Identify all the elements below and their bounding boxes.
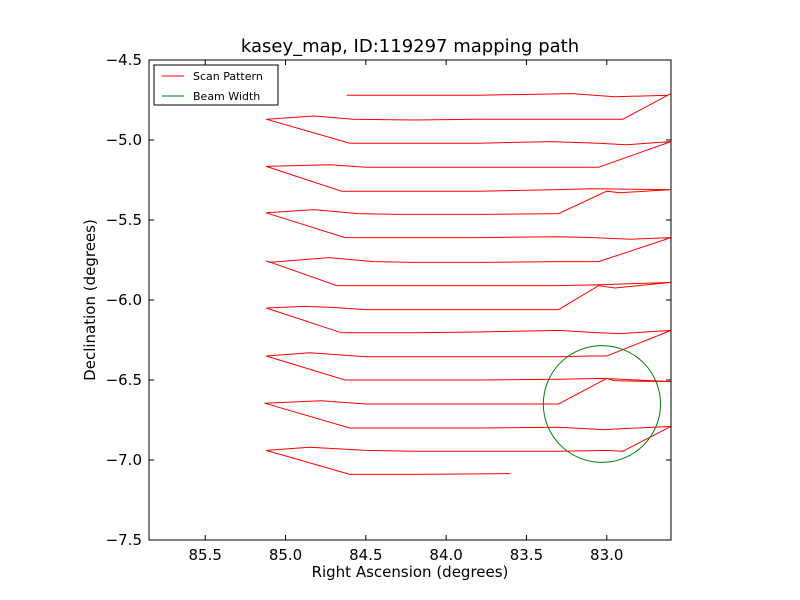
x-tick-label: 83.0 [590,546,623,564]
legend: Scan Pattern Beam Width [153,64,279,106]
x-tick-label: 84.0 [429,546,462,564]
y-tick-label: −5.5 [106,211,142,229]
beam-width-circle [542,345,662,463]
x-axis: 85.5 85.0 84.5 84.0 83.5 83.0 [189,60,623,564]
y-tick-label: −7.0 [106,451,142,469]
legend-label-scan-pattern: Scan Pattern [193,70,263,83]
scan-pattern-line [264,93,671,475]
legend-label-beam-width: Beam Width [193,90,260,103]
legend-box [153,64,279,106]
y-tick-label: −5.0 [106,131,142,149]
x-tick-label: 85.5 [189,546,222,564]
plot-frame [148,59,672,541]
x-axis-title: Right Ascension (degrees) [312,563,509,581]
x-tick-label: 84.5 [349,546,382,564]
x-tick-label: 83.5 [510,546,543,564]
x-tick-label: 85.0 [269,546,302,564]
y-tick-label: −6.0 [106,291,142,309]
plot-area [264,93,671,475]
y-axis: −4.5 −5.0 −5.5 −6.0 −6.5 −7.0 −7.5 [106,51,671,549]
y-axis-title: Declination (degrees) [81,219,99,381]
y-tick-label: −6.5 [106,371,142,389]
y-tick-label: −7.5 [106,531,142,549]
y-tick-label: −4.5 [106,51,142,69]
chart-title: kasey_map, ID:119297 mapping path [241,36,579,57]
